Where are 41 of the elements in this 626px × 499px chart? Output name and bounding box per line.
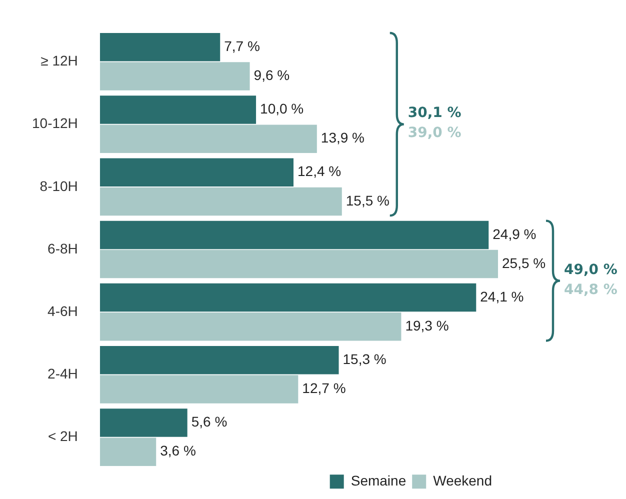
y-tick-label: 2-4H — [48, 366, 78, 382]
data-label: 12,7 % — [302, 380, 346, 396]
data-label: 19,3 % — [405, 318, 449, 334]
bar — [100, 408, 188, 437]
bar — [100, 220, 489, 250]
data-label: 9,6 % — [254, 67, 290, 84]
data-label: 7,7 % — [224, 38, 260, 54]
y-tick-label: ≥ 12H — [40, 52, 78, 69]
bar — [100, 283, 476, 312]
y-tick-label: 6-8H — [48, 240, 78, 256]
data-label: 5,6 % — [191, 414, 228, 430]
bar — [100, 33, 220, 62]
data-label: 25,5 % — [502, 254, 546, 271]
data-label: 13,9 % — [320, 130, 365, 146]
legend-label: Semaine — [350, 472, 406, 488]
data-label: 12,4 % — [297, 163, 342, 180]
bar — [100, 187, 342, 216]
annotation: 39,0 % — [408, 125, 462, 142]
data-label: 10,0 % — [260, 100, 304, 117]
data-label: 24,9 % — [492, 226, 536, 242]
bar — [100, 438, 156, 466]
annotation: 30,1 % — [408, 105, 462, 122]
text: 44,8 % — [564, 282, 618, 298]
y-tick-label: 10-12H — [32, 115, 78, 132]
data-label: 24,1 % — [480, 288, 524, 304]
bar — [100, 346, 339, 374]
bar — [100, 124, 317, 153]
data-label: 3,6 % — [160, 442, 196, 459]
bar — [100, 158, 294, 186]
y-tick-label: 8-10H — [40, 178, 78, 194]
text: 49,0 % — [564, 262, 618, 278]
bar — [100, 62, 250, 90]
data-label: 15,3 % — [342, 351, 386, 368]
data-label: 15,5 % — [346, 192, 390, 208]
bar — [100, 375, 298, 404]
y-tick-label: < 2H — [48, 428, 78, 444]
y-tick-label: 4-6H — [48, 302, 78, 319]
bar — [100, 96, 256, 124]
bar — [100, 312, 402, 341]
legend-label: Weekend — [433, 472, 492, 488]
bar — [100, 250, 498, 278]
